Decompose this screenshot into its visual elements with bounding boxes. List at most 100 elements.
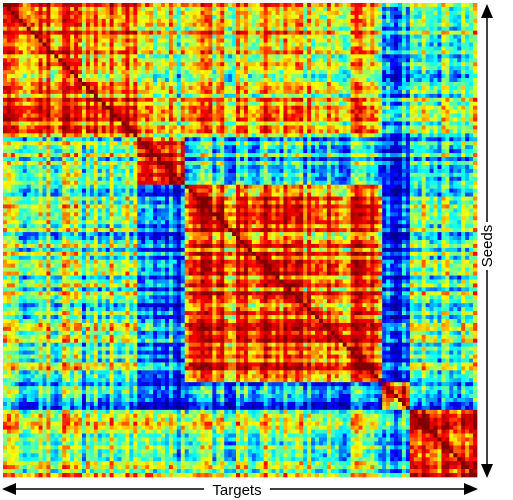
heatmap-cell bbox=[295, 141, 300, 146]
heatmap-cell bbox=[212, 97, 217, 103]
heatmap-cell bbox=[358, 30, 363, 35]
heatmap-cell bbox=[366, 97, 371, 103]
heatmap-cell bbox=[354, 34, 359, 39]
heatmap-cell bbox=[465, 137, 470, 142]
heatmap-cell bbox=[342, 161, 347, 166]
heatmap-cell bbox=[129, 82, 134, 87]
heatmap-cell bbox=[295, 62, 300, 67]
heatmap-cell bbox=[409, 93, 415, 99]
heatmap-cell bbox=[315, 149, 320, 154]
heatmap-cell bbox=[30, 54, 35, 59]
heatmap-cell bbox=[457, 26, 462, 31]
heatmap-cell bbox=[62, 109, 67, 114]
heatmap-cell bbox=[362, 101, 367, 107]
heatmap-cell bbox=[3, 18, 8, 24]
heatmap-cell bbox=[267, 105, 272, 110]
heatmap-cell bbox=[133, 161, 138, 166]
heatmap-cell bbox=[334, 14, 340, 20]
heatmap-cell bbox=[326, 74, 332, 79]
heatmap-cell bbox=[26, 82, 31, 87]
heatmap-cell bbox=[26, 50, 31, 55]
heatmap-cell bbox=[366, 149, 371, 154]
heatmap-cell bbox=[413, 161, 419, 166]
heatmap-cell bbox=[461, 161, 466, 166]
heatmap-cell bbox=[279, 10, 284, 16]
heatmap-cell bbox=[394, 74, 399, 79]
heatmap-cell bbox=[220, 109, 225, 114]
heatmap-cell bbox=[307, 133, 312, 138]
heatmap-cell bbox=[299, 153, 304, 158]
heatmap-cell bbox=[311, 133, 316, 138]
heatmap-cell bbox=[457, 117, 462, 122]
heatmap-cell bbox=[26, 6, 31, 12]
heatmap-cell bbox=[405, 62, 411, 67]
heatmap-cell bbox=[74, 50, 79, 55]
heatmap-cell bbox=[251, 137, 257, 142]
heatmap-cell bbox=[236, 6, 241, 12]
heatmap-cell bbox=[461, 78, 466, 83]
heatmap-cell bbox=[319, 78, 324, 83]
heatmap-cell bbox=[378, 10, 383, 16]
heatmap-cell bbox=[176, 157, 182, 162]
heatmap-cell bbox=[74, 18, 79, 24]
heatmap-cell bbox=[255, 145, 261, 150]
heatmap-cell bbox=[247, 22, 253, 28]
heatmap-cell bbox=[153, 22, 158, 28]
heatmap-cell bbox=[267, 164, 272, 170]
heatmap-cell bbox=[457, 137, 462, 142]
heatmap-cell bbox=[251, 6, 257, 12]
heatmap-cell bbox=[326, 145, 332, 150]
heatmap-cell bbox=[66, 93, 71, 99]
heatmap-cell bbox=[469, 10, 474, 16]
heatmap-cell bbox=[425, 54, 430, 59]
heatmap-cell bbox=[342, 42, 347, 47]
heatmap-cell bbox=[97, 105, 103, 110]
heatmap-cell bbox=[386, 89, 391, 95]
heatmap-cell bbox=[161, 161, 166, 166]
heatmap-cell bbox=[326, 62, 332, 67]
heatmap-cell bbox=[93, 157, 99, 162]
heatmap-cell bbox=[180, 161, 186, 166]
heatmap-cell bbox=[224, 3, 229, 8]
heatmap-cell bbox=[196, 74, 201, 79]
heatmap-cell bbox=[311, 78, 316, 83]
heatmap-cell bbox=[247, 113, 253, 118]
heatmap-cell bbox=[74, 10, 79, 16]
heatmap-cell bbox=[200, 82, 205, 87]
heatmap-cell bbox=[243, 157, 249, 162]
heatmap-cell bbox=[441, 129, 446, 134]
heatmap-cell bbox=[97, 70, 103, 75]
heatmap-cell bbox=[168, 26, 174, 31]
heatmap-cell bbox=[38, 22, 43, 28]
heatmap-cell bbox=[358, 125, 363, 130]
heatmap-cell bbox=[370, 22, 375, 28]
heatmap-cell bbox=[26, 54, 31, 59]
heatmap-cell bbox=[358, 101, 363, 107]
heatmap-cell bbox=[319, 153, 324, 158]
heatmap-cell bbox=[247, 105, 253, 110]
heatmap-cell bbox=[251, 3, 257, 8]
heatmap-cell bbox=[10, 38, 16, 43]
heatmap-cell bbox=[366, 157, 371, 162]
heatmap-cell bbox=[251, 18, 257, 24]
heatmap-cell bbox=[164, 101, 170, 107]
heatmap-cell bbox=[287, 3, 292, 8]
heatmap-cell bbox=[291, 157, 296, 162]
heatmap-cell bbox=[184, 93, 189, 99]
heatmap-cell bbox=[153, 85, 158, 91]
heatmap-cell bbox=[330, 121, 336, 126]
heatmap-cell bbox=[334, 3, 340, 8]
heatmap-cell bbox=[295, 125, 300, 130]
heatmap-cell bbox=[82, 66, 87, 71]
heatmap-cell bbox=[93, 10, 99, 16]
heatmap-cell bbox=[279, 85, 284, 91]
heatmap-cell bbox=[291, 145, 296, 150]
heatmap-cell bbox=[461, 74, 466, 79]
heatmap-cell bbox=[236, 93, 241, 99]
heatmap-cell bbox=[358, 141, 363, 146]
heatmap-cell bbox=[105, 164, 110, 170]
heatmap-cell bbox=[287, 129, 292, 134]
heatmap-cell bbox=[164, 93, 170, 99]
heatmap-cell bbox=[267, 129, 272, 134]
heatmap-cell bbox=[275, 161, 280, 166]
